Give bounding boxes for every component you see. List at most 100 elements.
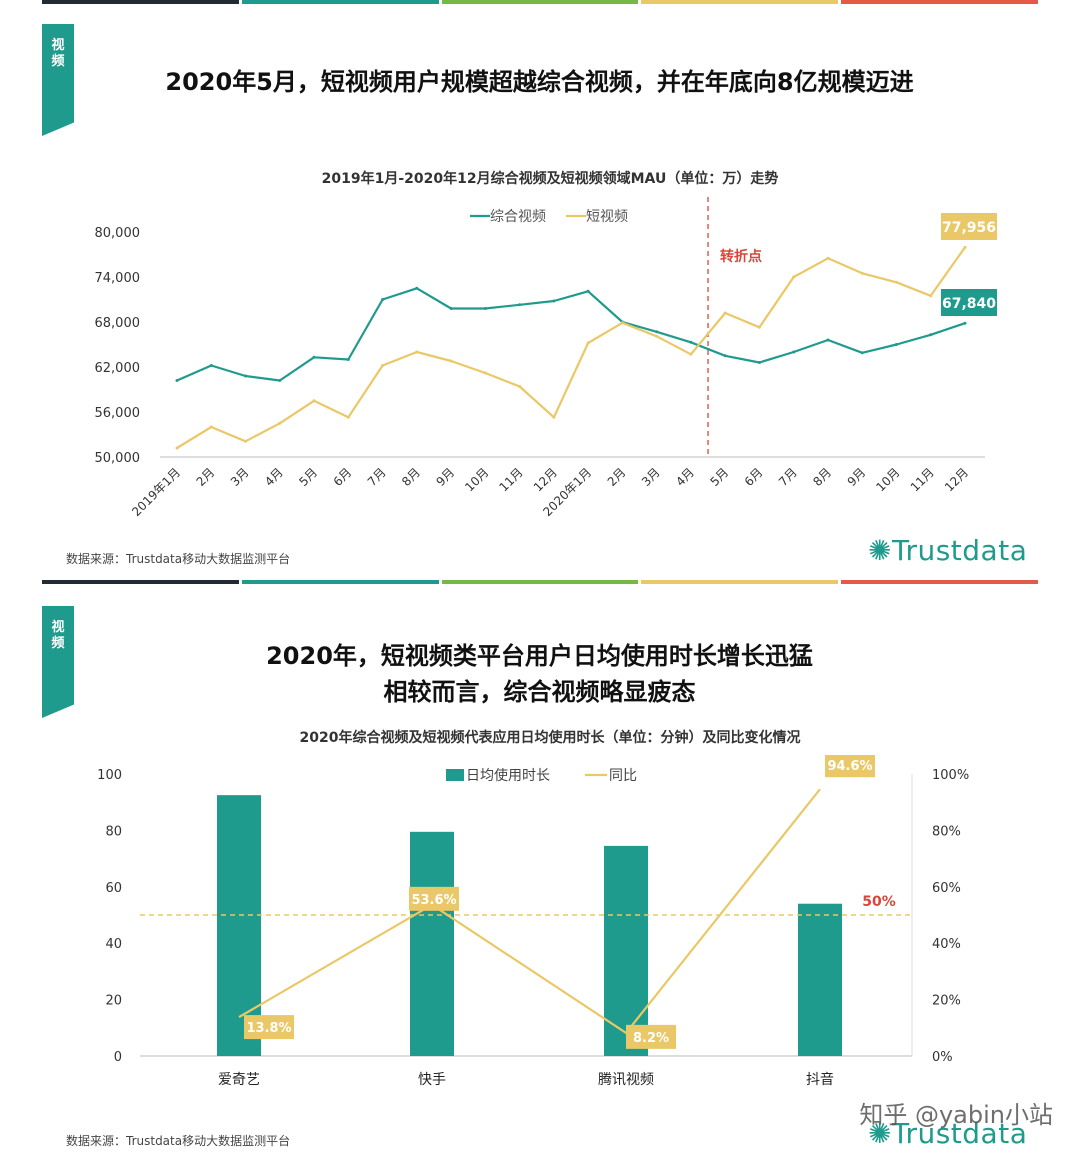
y-tick-label: 56,000 [95, 406, 141, 421]
data-point [518, 385, 522, 388]
data-point [723, 311, 727, 315]
section1-headline: 2020年5月，短视频用户规模超越综合视频，并在年底向8亿规模迈进 [165, 68, 914, 96]
series-line-0 [176, 287, 966, 382]
usage-bar-chart: 0 20 40 60 80 100 0% 20% 40% 60% 80% 100% 爱奇艺 快手 腾讯视频 抖… [97, 755, 969, 1088]
x-tick-label: 9月 [433, 465, 457, 489]
right-y-tick-label: 40% [932, 937, 961, 952]
yoy-label: 53.6% [411, 893, 456, 908]
x-tick-label: 6月 [742, 465, 766, 489]
sunburst-icon: ✺ [868, 534, 892, 567]
data-point [415, 350, 419, 354]
x-tick-label: 12月 [531, 465, 560, 494]
left-y-tick-label: 80 [105, 824, 122, 839]
trustdata-logo: ✺Trustdata [868, 1117, 1027, 1150]
yoy-line [238, 788, 821, 1035]
yoy-label-box [244, 1015, 294, 1040]
data-point [209, 364, 213, 367]
x-tick-label: 6月 [331, 465, 355, 489]
reference-line-label: 50% [862, 894, 896, 910]
data-point [586, 341, 590, 345]
data-point [586, 289, 590, 293]
data-point [209, 425, 213, 429]
right-y-tick-label: 20% [932, 994, 961, 1009]
x-category-label: 快手 [418, 1072, 446, 1088]
data-point [552, 415, 556, 419]
color-strip-top [42, 0, 1038, 4]
x-tick-label: 2月 [194, 465, 218, 489]
data-point [346, 415, 350, 419]
x-category-label: 抖音 [806, 1071, 834, 1088]
data-point [449, 307, 453, 310]
data-point [312, 355, 316, 359]
yoy-label: 8.2% [633, 1031, 669, 1046]
y-tick-label: 68,000 [95, 316, 141, 331]
x-category-label: 爱奇艺 [218, 1071, 260, 1088]
data-point [278, 421, 282, 425]
data-point [415, 286, 419, 290]
data-point [278, 379, 282, 382]
data-point [723, 354, 727, 358]
value-callout-box [941, 213, 997, 240]
series-line-1 [176, 246, 966, 449]
x-tick-label: 10月 [462, 465, 491, 494]
yoy-label-box [409, 886, 459, 911]
x-tick-label: 7月 [776, 465, 800, 489]
x-tick-label: 10月 [873, 465, 902, 494]
left-y-tick-label: 40 [105, 937, 122, 952]
section-tag-label: 视频 [51, 620, 65, 651]
legend-swatch-bar [446, 769, 464, 781]
data-point [894, 280, 898, 284]
right-y-tick-label: 60% [932, 881, 961, 896]
data-point [792, 350, 796, 354]
data-point [689, 352, 693, 356]
yoy-label: 13.8% [246, 1021, 291, 1036]
right-y-tick-label: 100% [932, 768, 969, 783]
section-tag: 视频 [42, 24, 74, 136]
data-point [620, 321, 624, 325]
data-point [244, 374, 248, 378]
data-point [518, 303, 522, 307]
x-tick-label: 4月 [673, 465, 697, 489]
section2-headline-line1: 2020年，短视频类平台用户日均使用时长增长迅猛 [266, 642, 813, 670]
turning-point-label: 转折点 [720, 248, 762, 265]
section-tag-label: 视频 [51, 38, 65, 69]
data-point [826, 338, 830, 342]
x-tick-label: 2月 [605, 465, 629, 489]
x-tick-label: 4月 [262, 465, 286, 489]
data-point [929, 333, 933, 337]
legend-label: 短视频 [586, 209, 628, 225]
data-point [244, 439, 248, 443]
value-callout-label: 67,840 [942, 296, 996, 312]
data-point [175, 379, 179, 382]
y-tick-label: 74,000 [95, 271, 141, 286]
left-y-tick-label: 20 [105, 994, 122, 1009]
data-point [552, 299, 556, 303]
zhihu-watermark: 知乎 @yabin小站 [859, 1101, 1053, 1129]
section-tag: 视频 [42, 606, 74, 718]
data-point [381, 364, 385, 367]
x-category-label: 腾讯视频 [598, 1071, 654, 1088]
data-point [757, 361, 761, 364]
left-y-tick-label: 60 [105, 881, 122, 896]
legend-label: 日均使用时长 [466, 767, 550, 784]
left-y-tick-label: 100 [97, 768, 122, 783]
data-point [655, 330, 659, 334]
x-tick-label: 9月 [845, 465, 869, 489]
x-tick-label: 8月 [399, 465, 423, 489]
legend-label: 同比 [609, 768, 637, 784]
bar-爱奇艺 [217, 795, 261, 1056]
x-tick-label: 11月 [497, 465, 526, 494]
data-point [655, 334, 659, 338]
data-point [826, 256, 830, 260]
data-point [483, 307, 487, 310]
x-tick-label: 3月 [639, 465, 663, 489]
data-point [963, 245, 967, 249]
right-y-tick-label: 0% [932, 1050, 953, 1065]
y-tick-label: 80,000 [95, 226, 141, 241]
yoy-label-box [626, 1024, 676, 1049]
legend-label: 综合视频 [490, 209, 546, 225]
data-point [757, 325, 761, 329]
x-tick-label: 7月 [365, 465, 389, 489]
x-tick-label: 12月 [942, 465, 971, 494]
value-callout-box [941, 289, 997, 316]
